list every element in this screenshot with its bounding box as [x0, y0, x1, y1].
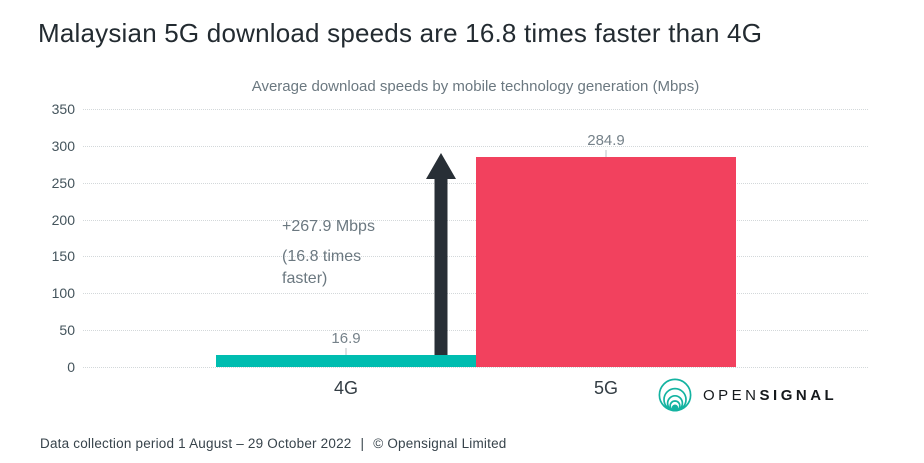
y-tick-label-0: 0 [67, 359, 75, 375]
value-leader-4g [345, 348, 347, 355]
opensignal-logo: OPENSIGNAL [656, 376, 837, 414]
gridline-250 [83, 182, 868, 184]
y-tick-label-250: 250 [51, 174, 75, 191]
gridline-100 [83, 293, 868, 295]
gridline-0 [83, 367, 868, 368]
y-tick-label-100: 100 [51, 285, 75, 302]
value-label-4g: 16.9 [331, 330, 361, 347]
y-tick-label-300: 300 [51, 137, 75, 154]
copyright: © Opensignal Limited [373, 436, 507, 451]
y-tick-label-350: 350 [51, 101, 75, 117]
bar-5g [476, 157, 736, 367]
category-label-4g: 4G [333, 378, 358, 398]
y-tick-label-50: 50 [59, 322, 75, 339]
category-label-5g: 5G [593, 378, 618, 398]
up-arrow-shape [426, 153, 456, 355]
opensignal-wordmark: OPENSIGNAL [703, 387, 837, 404]
annotation-times-faster: (16.8 times faster) [282, 248, 362, 287]
data-collection-period: Data collection period 1 August – 29 Oct… [40, 436, 352, 451]
y-tick-label-150: 150 [51, 248, 75, 265]
footer-separator: | [360, 436, 365, 451]
annotation-mbps: +267.9 Mbps [282, 218, 375, 235]
gridline-200 [83, 219, 868, 221]
gridline-350 [83, 109, 868, 110]
page-title: Malaysian 5G download speeds are 16.8 ti… [38, 18, 763, 48]
footer-note: Data collection period 1 August – 29 Oct… [40, 436, 506, 451]
value-leader-5g [605, 150, 607, 157]
y-tick-label-200: 200 [51, 211, 75, 228]
gridline-300 [83, 145, 868, 147]
plot-area [83, 109, 868, 368]
value-label-5g: 284.9 [587, 132, 625, 149]
gridline-50 [83, 330, 868, 332]
logo-text-open: OPEN [703, 386, 760, 404]
bar-4g [216, 355, 476, 367]
gridline-150 [83, 256, 868, 258]
chart-subtitle: Average download speeds by mobile techno… [251, 78, 700, 95]
opensignal-circles-icon [658, 378, 692, 412]
difference-annotation: +267.9 Mbps (16.8 times faster) [282, 216, 402, 290]
up-arrow-icon [426, 153, 456, 355]
logo-text-signal: SIGNAL [759, 386, 838, 404]
